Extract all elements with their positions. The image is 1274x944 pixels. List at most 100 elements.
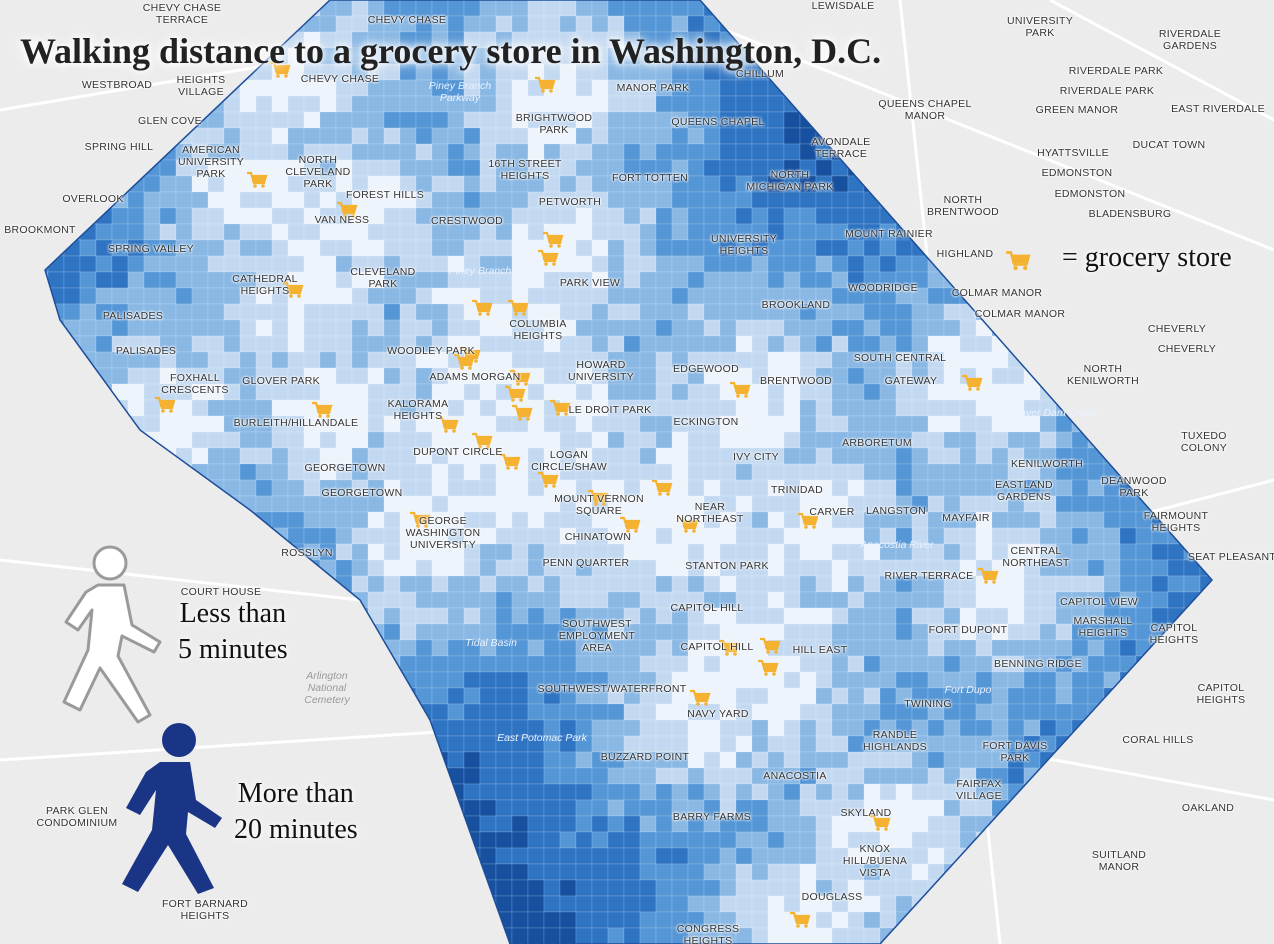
tile: [47, 511, 65, 529]
tile: [143, 655, 161, 673]
tile: [431, 863, 449, 881]
tile: [591, 95, 609, 113]
tile: [607, 431, 625, 449]
tile: [255, 543, 273, 561]
tile: [191, 127, 209, 145]
tile: [16, 400, 32, 416]
place-label: BURLEITH/HILLANDALE: [233, 417, 359, 429]
tile: [959, 15, 977, 33]
tile: [767, 271, 785, 289]
tile: [543, 911, 561, 929]
tile: [399, 911, 417, 929]
tile: [927, 751, 945, 769]
tile: [959, 655, 977, 673]
tile: [287, 95, 305, 113]
tile: [95, 495, 113, 513]
tile: [319, 719, 337, 737]
tile: [1248, 288, 1264, 304]
tile: [463, 607, 481, 625]
tile: [543, 575, 561, 593]
place-label: VAN NESS: [314, 214, 370, 226]
tile: [1167, 159, 1185, 177]
tile: [271, 239, 289, 257]
tile: [1232, 864, 1248, 880]
tile: [127, 447, 145, 465]
tile: [575, 799, 593, 817]
tile: [1264, 64, 1274, 80]
tile: [1216, 64, 1232, 80]
tile: [431, 607, 449, 625]
tile: [511, 591, 529, 609]
tile: [1039, 431, 1057, 449]
tile: [799, 719, 817, 737]
tile: [783, 79, 801, 97]
tile: [255, 159, 273, 177]
tile: [143, 895, 161, 913]
tile: [367, 703, 385, 721]
tile: [783, 751, 801, 769]
tile: [799, 79, 817, 97]
tile: [16, 688, 32, 704]
tile: [1248, 128, 1264, 144]
tile: [943, 447, 961, 465]
tile: [847, 207, 865, 225]
tile: [1232, 800, 1248, 816]
tile: [1087, 911, 1105, 929]
tile: [703, 543, 721, 561]
tile: [223, 847, 241, 865]
tile: [95, 911, 113, 929]
tile: [991, 831, 1009, 849]
tile: [895, 319, 913, 337]
tile: [495, 751, 513, 769]
tile: [207, 671, 225, 689]
tile: [495, 607, 513, 625]
tile: [511, 351, 529, 369]
tile: [687, 335, 705, 353]
tile: [943, 223, 961, 241]
tile: [735, 767, 753, 785]
tile: [1232, 896, 1248, 912]
tile: [575, 815, 593, 833]
tile: [431, 463, 449, 481]
tile: [351, 319, 369, 337]
tile: [111, 895, 129, 913]
tile: [607, 287, 625, 305]
tile: [95, 831, 113, 849]
tile: [671, 0, 689, 17]
tile: [1103, 223, 1121, 241]
tile: [479, 335, 497, 353]
tile: [895, 175, 913, 193]
tile: [415, 767, 433, 785]
tile: [943, 751, 961, 769]
tile: [511, 767, 529, 785]
tile: [1232, 64, 1248, 80]
tile: [751, 831, 769, 849]
tile: [767, 111, 785, 129]
tile: [383, 79, 401, 97]
tile: [527, 607, 545, 625]
tile: [1248, 848, 1264, 864]
tile: [799, 735, 817, 753]
tile: [719, 399, 737, 417]
tile: [783, 687, 801, 705]
tile: [303, 879, 321, 897]
tile: [367, 351, 385, 369]
tile: [1119, 655, 1137, 673]
tile: [527, 831, 545, 849]
tile: [1264, 752, 1274, 768]
tile: [383, 799, 401, 817]
tile: [1167, 0, 1185, 17]
tile: [575, 655, 593, 673]
tile: [911, 623, 929, 641]
tile: [367, 671, 385, 689]
place-label: EASTLAND GARDENS: [995, 479, 1053, 503]
tile: [975, 415, 993, 433]
tile: [511, 671, 529, 689]
tile: [607, 95, 625, 113]
tile: [207, 831, 225, 849]
tile: [1232, 144, 1248, 160]
tile: [623, 111, 641, 129]
tile: [511, 703, 529, 721]
tile: [239, 927, 257, 944]
tile: [415, 303, 433, 321]
